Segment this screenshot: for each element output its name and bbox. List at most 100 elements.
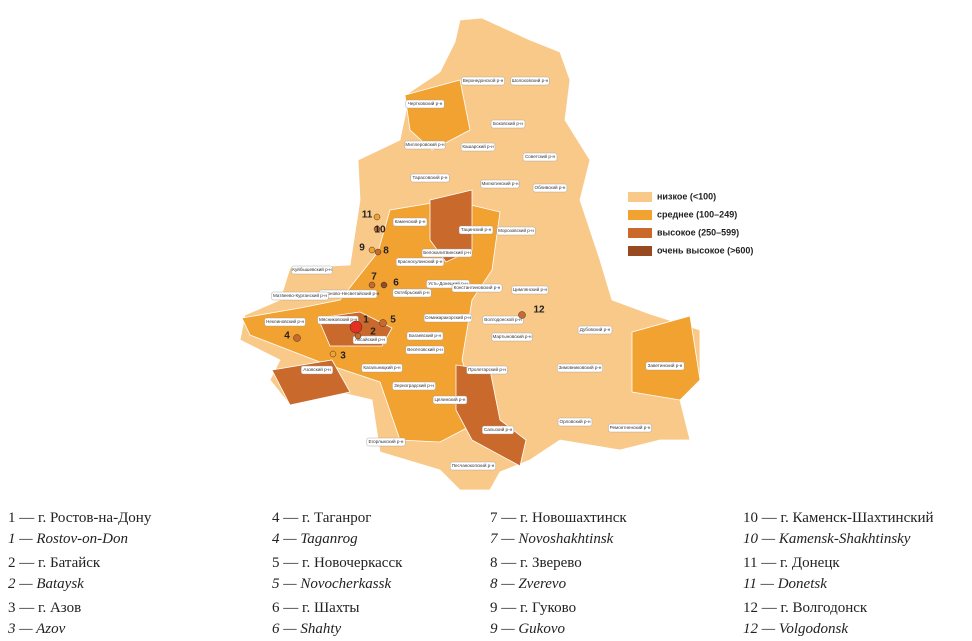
city-marker: [349, 320, 363, 334]
district-label: Верхнедонской р-н: [463, 77, 504, 83]
district-box: [577, 325, 613, 335]
district-box: [482, 425, 515, 435]
district-label: Зимовниковский р-н: [559, 364, 602, 370]
district-label: Морозовский р-н: [498, 227, 534, 233]
district-box: [510, 76, 550, 86]
city-marker: [518, 311, 526, 319]
city-name-ru: 7 — г. Новошахтинск: [490, 510, 627, 526]
region-mid: [404, 79, 471, 151]
district-label: Тарасовский р-н: [413, 174, 448, 180]
city-number: 10: [374, 225, 386, 236]
district-label: Цимлянский р-н: [513, 286, 548, 292]
district-label: Родионово-Несветайский р-н: [317, 290, 380, 296]
district-label: Семикаракорский р-н: [425, 314, 471, 320]
district-labels: Верхнедонской р-н Шолоховский р-н Чертковс…: [264, 76, 685, 471]
legend: низкое (<100) среднее (100–249) высокое (2…: [628, 191, 753, 256]
district-label: Орловский р-н: [560, 418, 591, 424]
district-label: Аксайский р-н: [355, 336, 385, 342]
district-box: [405, 345, 445, 355]
district-label: Дубовский р-н: [580, 326, 611, 332]
city-name-en: 3 — Azov: [7, 621, 66, 637]
city-name-ru: 5 — г. Новочеркасск: [272, 555, 403, 571]
city-name-ru: 3 — г. Азов: [8, 600, 81, 616]
district-box: [301, 365, 334, 375]
legend-label: среднее (100–249): [657, 209, 737, 219]
district-label: Весёловский р-н: [407, 346, 443, 352]
city-marker: [368, 281, 376, 289]
district-label: Боковский р-н: [493, 120, 523, 126]
district-box: [392, 381, 436, 391]
district-box: [645, 361, 685, 371]
district-box: [405, 99, 445, 109]
legend-swatch: [628, 246, 652, 256]
city-marker: [379, 319, 387, 327]
district-box: [511, 285, 549, 295]
district-box: [608, 423, 652, 433]
district-label: Мясниковский р-н: [319, 316, 358, 322]
city-name-en: 8 — Zverevo: [490, 576, 567, 592]
district-box: [466, 365, 508, 375]
district-label: Чертковский р-н: [408, 100, 443, 106]
city-marker: [329, 350, 337, 358]
city-marker: [373, 225, 381, 233]
district-label: Шолоховский р-н: [512, 77, 549, 83]
district-box: [458, 225, 494, 235]
district-label: Мартыновский р-н: [492, 333, 532, 339]
district-label: Азовский р-н: [303, 366, 331, 372]
city-name-en: 7 — Novoshakhtinsk: [490, 531, 614, 547]
city-number: 5: [390, 315, 396, 326]
district-box: [461, 76, 505, 86]
city-name-en: 10 — Kamensk-Shakhtinsky: [743, 531, 911, 547]
city-name-ru: 1 — г. Ростов-на-Дону: [8, 510, 152, 526]
city-marker: [368, 246, 376, 254]
district-label: Матвеево-Курганский р-н: [273, 292, 327, 298]
city-name-ru: 6 — г. Шахты: [272, 600, 360, 616]
district-box: [432, 395, 468, 405]
district-label: Красносулинский р-н: [398, 258, 443, 264]
district-label: Сальский р-н: [484, 426, 513, 432]
city-marker: [380, 281, 388, 289]
district-label: Ремонтненский р-н: [610, 424, 651, 430]
city-number: 1: [363, 315, 369, 326]
district-box: [421, 248, 473, 258]
district-box: [557, 417, 593, 427]
district-label: Волгодонской р-н: [484, 316, 522, 322]
district-label: Миллеровский р-н: [405, 141, 445, 147]
district-label: Усть-Донецкий р-н: [428, 280, 468, 286]
district-label: Зерноградский р-н: [394, 382, 434, 388]
city-number: 7: [371, 272, 377, 283]
city-name-ru: 2 — г. Батайск: [8, 555, 101, 571]
city-number: 3: [340, 351, 346, 362]
legend-label: очень высокое (>600): [657, 245, 753, 255]
district-label: Каменский р-н: [395, 218, 426, 224]
city-marker: [374, 248, 382, 256]
district-box: [482, 315, 524, 325]
district-box: [366, 437, 406, 447]
district-box: [352, 335, 388, 345]
district-label: Песчанокопский р-н: [452, 462, 495, 468]
city-name-en: 5 — Novocherkassk: [272, 576, 391, 592]
legend-label: высокое (250–599): [657, 227, 739, 237]
city-name-ru: 8 — г. Зверево: [490, 555, 582, 571]
city-number: 11: [362, 210, 373, 221]
legend-swatch: [628, 192, 652, 202]
district-box: [490, 119, 526, 129]
legend-swatch: [628, 210, 652, 220]
district-label: Кашарский р-н: [462, 143, 494, 149]
district-box: [317, 315, 359, 325]
district-box: [291, 265, 333, 275]
district-box: [406, 331, 444, 341]
district-box: [271, 291, 329, 301]
district-label: Егорлыкский р-н: [369, 438, 404, 444]
district-box: [423, 313, 473, 323]
district-label: Обливский р-н: [535, 184, 566, 190]
district-box: [264, 317, 306, 327]
city-number: 12: [533, 305, 545, 316]
district-label: Тацинский р-н: [461, 226, 492, 232]
city-marker: [354, 332, 362, 340]
district-label: Неклиновский р-н: [266, 318, 304, 324]
city-name-en: 11 — Donetsk: [743, 576, 827, 592]
district-label: Октябрьский р-н: [394, 289, 430, 295]
district-label: Милютинский р-н: [482, 180, 519, 186]
